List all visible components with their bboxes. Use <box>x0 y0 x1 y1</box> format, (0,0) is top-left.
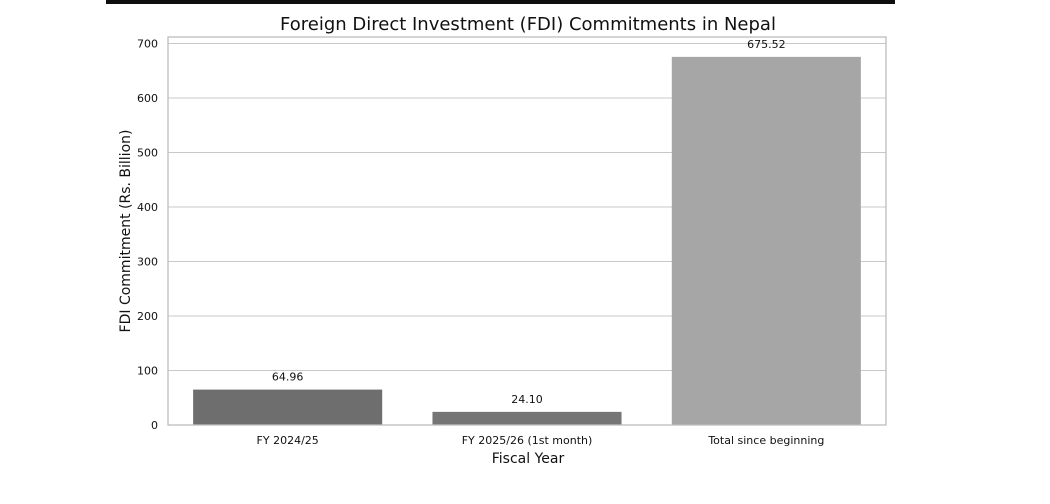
y-tick-500: 500 <box>137 147 158 160</box>
x-tick-3: Total since beginning <box>707 434 824 447</box>
grid-lines <box>168 43 886 426</box>
top-divider <box>106 0 895 4</box>
y-tick-600: 600 <box>137 92 158 105</box>
x-tick-2: FY 2025/26 (1st month) <box>462 434 593 447</box>
y-tick-0: 0 <box>151 419 158 432</box>
plot-frame <box>167 36 887 426</box>
x-axis-label: Fiscal Year <box>492 451 565 467</box>
y-tick-700: 700 <box>137 38 158 51</box>
bars <box>193 56 861 426</box>
bar-value-labels: 64.96 24.10 675.52 <box>272 38 786 406</box>
y-tick-300: 300 <box>137 256 158 269</box>
y-axis-label: FDI Commitment (Rs. Billion) <box>118 130 134 333</box>
bar-1 <box>193 389 383 425</box>
x-tick-labels: FY 2024/25 FY 2025/26 (1st month) Total si… <box>257 434 825 447</box>
bar-2 <box>432 411 622 425</box>
y-tick-400: 400 <box>137 201 158 214</box>
value-label-1: 64.96 <box>272 371 304 384</box>
bar-3 <box>671 56 861 426</box>
x-tick-1: FY 2024/25 <box>257 434 319 447</box>
y-tick-200: 200 <box>137 310 158 323</box>
y-tick-100: 100 <box>137 365 158 378</box>
chart-title: Foreign Direct Investment (FDI) Commitme… <box>280 14 776 35</box>
value-label-2: 24.10 <box>511 393 543 406</box>
value-label-3: 675.52 <box>747 38 786 51</box>
y-tick-labels: 0 100 200 300 400 500 600 700 <box>137 38 158 432</box>
